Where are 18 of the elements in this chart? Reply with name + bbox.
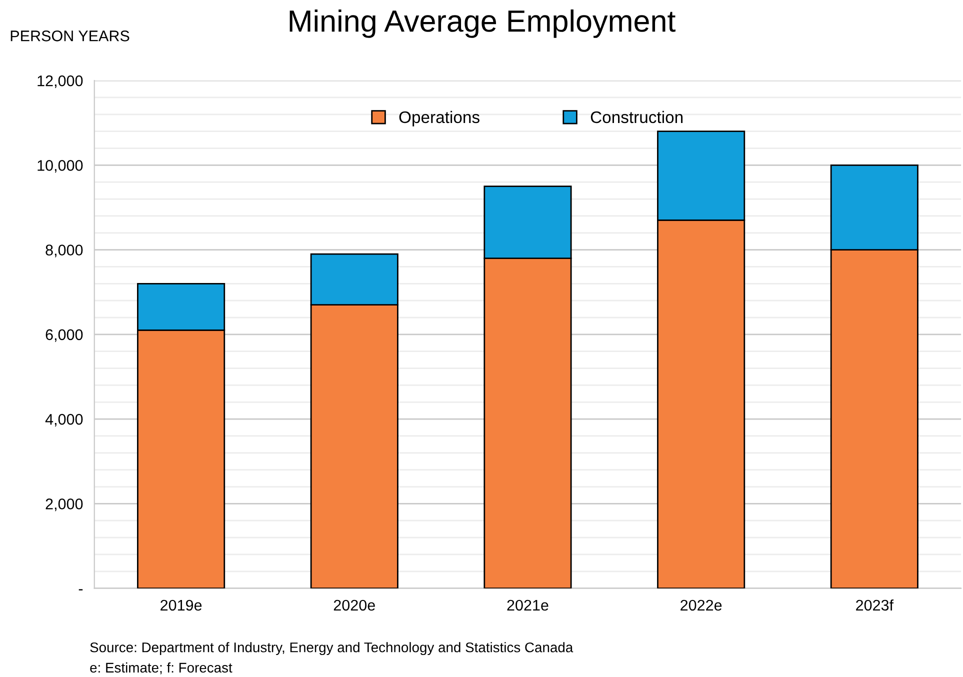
x-tick-label: 2021e [507,600,548,611]
y-tick-label: - [78,589,83,590]
y-axis-title: PERSON YEARS [10,30,130,42]
y-tick-label: 8,000 [46,244,83,258]
y-tick-label: 10,000 [38,160,83,173]
x-tick-label: 2020e [334,600,375,611]
y-tick-label: 6,000 [46,329,83,342]
text: 2,000 [46,498,83,512]
x-tick-label: 2023f [856,599,894,611]
x-tick-label: 2019e [160,600,202,611]
text: e: Estimate; f: Forecast [90,662,232,674]
chart-title: Mining Average Employment [290,9,676,38]
source-note: Source: Department of Industry, Energy and Technology and Statistics Canada [90,642,574,656]
y-tick-label: 4,000 [45,414,83,427]
y-tick-label: 12,000 [38,75,83,88]
x-tick-label: 2022e [680,600,722,611]
legend-label: Construction [590,110,683,124]
legend-label: Operations [399,110,480,126]
